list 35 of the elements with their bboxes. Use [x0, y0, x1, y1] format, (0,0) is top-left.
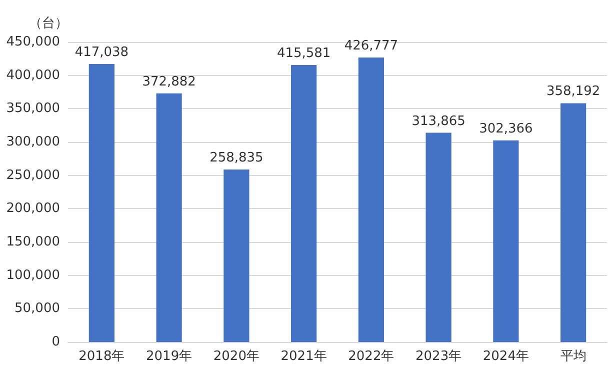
x-tick-label: 2022年	[348, 349, 394, 364]
y-tick-label: 250,000	[6, 168, 60, 183]
data-label: 258,835	[210, 150, 264, 166]
bar	[291, 64, 317, 342]
x-tick-label: 2019年	[146, 349, 192, 364]
y-tick-label: 100,000	[6, 268, 60, 283]
bar	[156, 93, 182, 342]
y-tick-label: 50,000	[14, 301, 60, 316]
x-tick-label: 2024年	[482, 349, 529, 364]
bar	[493, 140, 519, 342]
data-label: 358,192	[546, 84, 600, 100]
x-tick-label: 2021年	[280, 349, 327, 364]
y-tick-label: 400,000	[6, 68, 60, 83]
bar	[560, 103, 586, 342]
y-tick-label: 0	[52, 334, 60, 350]
bar	[88, 64, 114, 342]
bar	[358, 57, 384, 342]
data-label: 417,038	[74, 44, 129, 60]
x-tick-label: 2018年	[78, 349, 125, 364]
data-label: 372,882	[142, 74, 196, 90]
y-tick-label: 300,000	[6, 134, 60, 150]
data-label: 302,366	[479, 121, 533, 136]
x-tick-label: 2023年	[416, 349, 462, 364]
y-tick-label: 450,000	[6, 34, 60, 50]
bar	[426, 132, 452, 342]
data-label: 415,581	[276, 46, 331, 61]
y-tick-label: 200,000	[6, 201, 60, 216]
y-tick-label: 350,000	[6, 101, 60, 116]
y-axis-title: （台）	[29, 16, 68, 31]
data-label: 426,777	[344, 38, 398, 54]
data-label: 313,865	[412, 114, 466, 129]
y-tick-label: 150,000	[6, 234, 60, 250]
bar	[224, 169, 250, 342]
x-tick-label: 2020年	[213, 349, 260, 364]
x-tick-label: 平均	[560, 349, 586, 364]
